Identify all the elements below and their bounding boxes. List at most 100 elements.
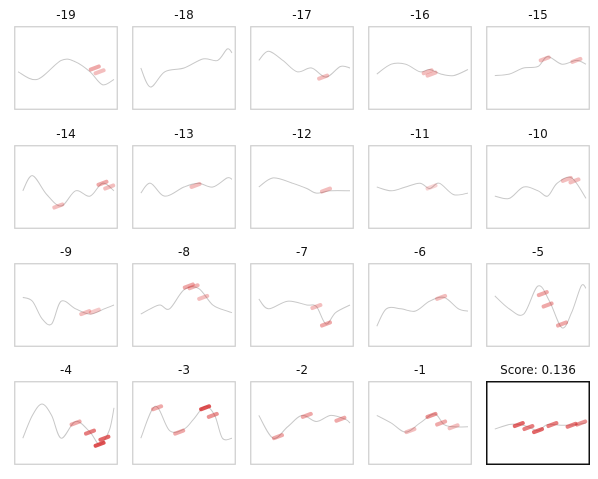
series-line — [258, 50, 351, 78]
highlight-segment — [546, 421, 559, 429]
subplot-plot — [132, 26, 236, 110]
subplot-title: -3 — [178, 363, 190, 377]
subplot-panel: -5 — [486, 245, 590, 347]
highlight-segment — [300, 411, 313, 419]
highlight-segment — [199, 404, 212, 412]
subplot-frame — [14, 381, 118, 465]
subplot-panel: -9 — [14, 245, 118, 347]
subplot-plot — [486, 263, 590, 347]
highlight-segment — [575, 419, 588, 427]
subplot-frame — [14, 26, 118, 110]
subplot-plot — [132, 145, 236, 229]
subplot-plot — [486, 381, 590, 465]
subplot-title: -2 — [296, 363, 308, 377]
subplot-panel: -19 — [14, 8, 118, 110]
subplot-panel: -2 — [250, 363, 354, 465]
subplot-frame — [250, 381, 354, 465]
highlight-segment — [182, 282, 195, 290]
subplot-title: -17 — [292, 8, 312, 22]
highlight-segment — [570, 56, 583, 64]
highlight-segment — [88, 307, 101, 315]
series-line — [494, 176, 587, 200]
highlight-segment — [206, 411, 219, 419]
highlight-segment — [435, 419, 448, 427]
highlight-segment — [320, 186, 332, 194]
highlight-segment — [88, 64, 101, 72]
subplot-plot — [486, 26, 590, 110]
series-line — [140, 177, 233, 197]
series-line — [22, 175, 115, 207]
subplot-plot — [14, 381, 118, 465]
subplot-panel: -17 — [250, 8, 354, 110]
subplot-title: -10 — [528, 127, 548, 141]
highlight-segment — [522, 424, 535, 432]
highlight-segment — [541, 301, 554, 309]
subplot-plot — [132, 381, 236, 465]
subplot-title: -7 — [296, 245, 308, 259]
highlight-segment — [79, 309, 92, 317]
subplot-frame — [14, 145, 118, 229]
subplot-panel: -6 — [368, 245, 472, 347]
series-line — [494, 56, 587, 77]
subplot-title: -1 — [414, 363, 426, 377]
highlight-segment — [568, 177, 581, 185]
subplot-title: -9 — [60, 245, 72, 259]
highlight-segment — [69, 419, 82, 427]
subplot-panel: -11 — [368, 127, 472, 229]
series-line — [376, 296, 469, 327]
subplot-title: -5 — [532, 245, 544, 259]
subplot-frame — [486, 145, 590, 229]
highlight-segment — [187, 283, 200, 291]
highlight-segment — [189, 181, 202, 189]
series-line — [376, 62, 469, 77]
series-line — [494, 284, 587, 329]
subplot-plot — [14, 145, 118, 229]
subplot-frame — [250, 263, 354, 347]
highlight-segment — [197, 293, 210, 301]
subplot-plot — [368, 263, 472, 347]
series-line — [140, 405, 233, 441]
subplot-frame — [132, 381, 236, 465]
subplot-title: -12 — [292, 127, 312, 141]
subplot-frame — [14, 263, 118, 347]
highlight-segment — [404, 427, 417, 435]
highlight-segment — [84, 428, 96, 436]
highlight-segment — [272, 433, 284, 441]
subplot-panel: -14 — [14, 127, 118, 229]
subplot-frame — [368, 145, 472, 229]
subplot-plot — [368, 381, 472, 465]
subplot-panel: -16 — [368, 8, 472, 110]
subplot-title: -14 — [56, 127, 76, 141]
subplot-plot — [14, 26, 118, 110]
highlight-segment — [512, 421, 525, 429]
highlight-segment — [173, 428, 186, 436]
subplot-panel: -3 — [132, 363, 236, 465]
highlight-segment — [98, 434, 111, 442]
subplot-panel: -13 — [132, 127, 236, 229]
subplot-plot — [486, 145, 590, 229]
subplot-title: -19 — [56, 8, 76, 22]
subplot-panel: -7 — [250, 245, 354, 347]
subplot-plot — [250, 381, 354, 465]
subplot-plot — [14, 263, 118, 347]
series-line — [140, 286, 233, 315]
highlight-segment — [334, 415, 347, 423]
highlight-segment — [421, 68, 434, 76]
highlight-segment — [425, 411, 438, 419]
series-line — [140, 48, 233, 88]
highlight-segment — [447, 423, 460, 431]
subplot-title: -16 — [410, 8, 430, 22]
highlight-segment — [96, 179, 109, 187]
subplot-plot — [368, 145, 472, 229]
subplot-panel: -1 — [368, 363, 472, 465]
highlight-segment — [52, 202, 65, 210]
subplot-title: -4 — [60, 363, 72, 377]
subplot-title: -8 — [178, 245, 190, 259]
subplot-frame — [250, 26, 354, 110]
subplot-frame — [132, 263, 236, 347]
subplot-frame — [486, 263, 590, 347]
subplot-frame — [368, 263, 472, 347]
subplot-title: -15 — [528, 8, 548, 22]
highlight-segment — [425, 183, 438, 191]
